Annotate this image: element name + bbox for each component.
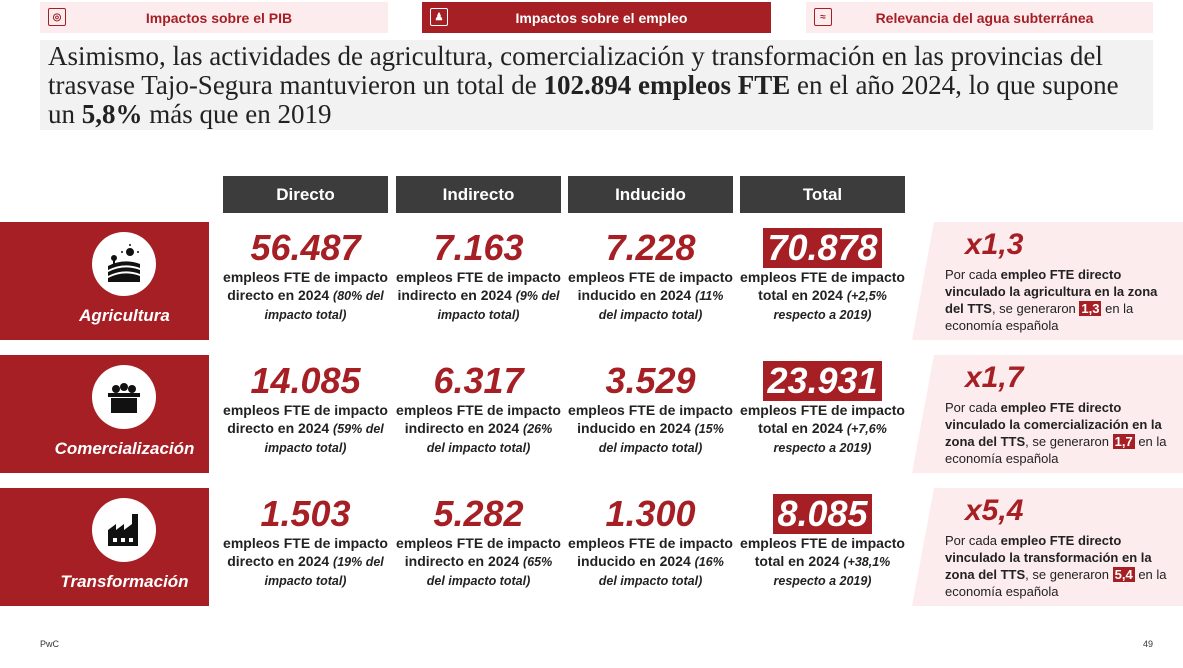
impact-value: 56.487 xyxy=(250,227,361,268)
impact-description: empleos FTE de impacto total en 2024 (+3… xyxy=(740,535,905,588)
impact-value: 1.300 xyxy=(605,493,696,534)
page-number: 49 xyxy=(1143,639,1154,649)
people-icon: ♟ xyxy=(430,8,448,26)
sector-name: Comercialización xyxy=(54,439,195,458)
row-label-2: Transformación xyxy=(0,488,209,606)
market-basket-icon xyxy=(92,365,156,429)
column-header-inducido: Inducido xyxy=(568,176,733,213)
impact-value: 5.282 xyxy=(433,493,524,534)
impact-value: 23.931 xyxy=(763,361,882,401)
impact-description: empleos FTE de impacto directo en 2024 (… xyxy=(223,402,388,455)
impact-cell: 3.529 empleos FTE de impacto inducido en… xyxy=(568,361,733,457)
money-icon: ◎ xyxy=(48,8,66,26)
water-icon: ≈ xyxy=(814,8,832,26)
row-label-1: Comercialización xyxy=(0,355,209,473)
impact-value: 7.228 xyxy=(605,227,696,268)
multiplier-value: x5,4 xyxy=(965,494,1024,527)
impact-cell: 6.317 empleos FTE de impacto indirecto e… xyxy=(396,361,561,457)
impact-value: 14.085 xyxy=(250,360,361,401)
impact-cell: 23.931 empleos FTE de impacto total en 2… xyxy=(740,361,905,457)
impact-description: empleos FTE de impacto inducido en 2024 … xyxy=(568,402,733,455)
multiplier-text: Por cada empleo FTE directo vinculado la… xyxy=(945,267,1158,333)
impact-cell: 7.163 empleos FTE de impacto indirecto e… xyxy=(396,228,561,324)
multiplier-value: x1,7 xyxy=(965,361,1024,394)
impact-cell: 1.300 empleos FTE de impacto inducido en… xyxy=(568,494,733,590)
impact-cell: 14.085 empleos FTE de impacto directo en… xyxy=(223,361,388,457)
sector-name: Transformación xyxy=(60,572,189,591)
impact-value: 1.503 xyxy=(260,493,351,534)
footer-brand: PwC xyxy=(40,639,60,649)
farm-field-icon xyxy=(92,232,156,296)
tab-label: Relevancia del agua subterránea xyxy=(875,9,1094,26)
tab-agua-subterranea[interactable]: ≈ Relevancia del agua subterránea xyxy=(806,2,1153,33)
multiplier-text: Por cada empleo FTE directo vinculado la… xyxy=(945,400,1167,466)
row-label-0: Agricultura xyxy=(0,222,209,340)
impact-value: 7.163 xyxy=(433,227,524,268)
impact-description: empleos FTE de impacto inducido en 2024 … xyxy=(568,535,733,588)
impact-value: 70.878 xyxy=(763,228,882,268)
impact-cell: 7.228 empleos FTE de impacto inducido en… xyxy=(568,228,733,324)
column-header-indirecto: Indirecto xyxy=(396,176,561,213)
impact-description: empleos FTE de impacto indirecto en 2024… xyxy=(396,535,561,588)
impact-cell: 56.487 empleos FTE de impacto directo en… xyxy=(223,228,388,324)
multiplier-box: x1,3 Por cada empleo FTE directo vincula… xyxy=(912,222,1183,340)
tab-impactos-pib[interactable]: ◎ Impactos sobre el PIB xyxy=(40,2,388,33)
impact-description: empleos FTE de impacto total en 2024 (+7… xyxy=(740,402,905,455)
headline: Asimismo, las actividades de agricultura… xyxy=(40,40,1153,130)
impact-cell: 70.878 empleos FTE de impacto total en 2… xyxy=(740,228,905,324)
column-header-directo: Directo xyxy=(223,176,388,213)
multiplier-value: x1,3 xyxy=(965,228,1024,261)
impact-description: empleos FTE de impacto inducido en 2024 … xyxy=(568,269,733,322)
impact-value: 3.529 xyxy=(605,360,696,401)
impact-cell: 8.085 empleos FTE de impacto total en 20… xyxy=(740,494,905,590)
tab-label: Impactos sobre el PIB xyxy=(145,9,293,26)
impact-description: empleos FTE de impacto indirecto en 2024… xyxy=(396,269,561,322)
factory-icon xyxy=(92,498,156,562)
impact-description: empleos FTE de impacto total en 2024 (+2… xyxy=(740,269,905,322)
multiplier-text: Por cada empleo FTE directo vinculado la… xyxy=(945,533,1167,599)
impact-description: empleos FTE de impacto indirecto en 2024… xyxy=(396,402,561,455)
impact-cell: 1.503 empleos FTE de impacto directo en … xyxy=(223,494,388,590)
multiplier-box: x5,4 Por cada empleo FTE directo vincula… xyxy=(912,488,1183,606)
tab-impactos-empleo[interactable]: ♟ Impactos sobre el empleo xyxy=(422,2,771,33)
impact-description: empleos FTE de impacto directo en 2024 (… xyxy=(223,535,388,588)
impact-value: 6.317 xyxy=(433,360,524,401)
impact-value: 8.085 xyxy=(773,494,872,534)
sector-name: Agricultura xyxy=(79,306,170,325)
column-header-total: Total xyxy=(740,176,905,213)
impact-description: empleos FTE de impacto directo en 2024 (… xyxy=(223,269,388,322)
multiplier-box: x1,7 Por cada empleo FTE directo vincula… xyxy=(912,355,1183,473)
impact-cell: 5.282 empleos FTE de impacto indirecto e… xyxy=(396,494,561,590)
tab-label: Impactos sobre el empleo xyxy=(515,9,688,26)
